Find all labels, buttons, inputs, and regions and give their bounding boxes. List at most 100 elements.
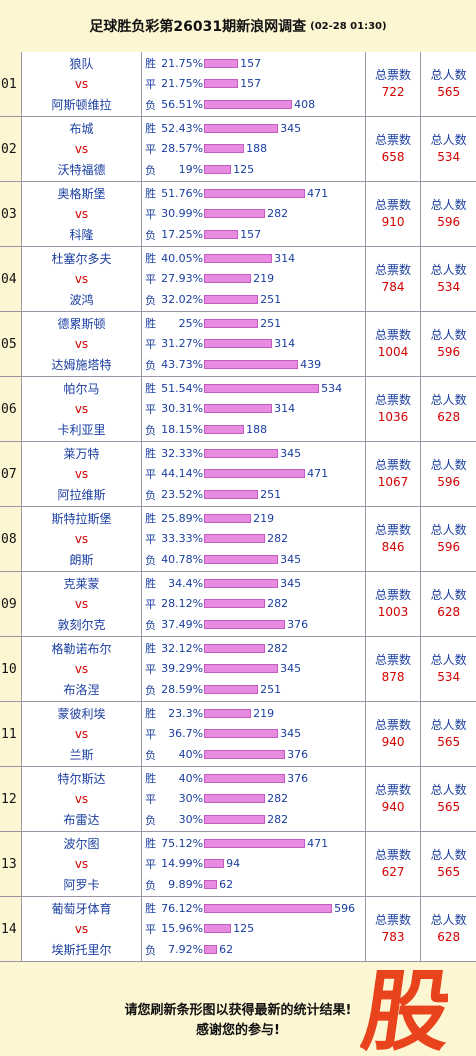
total-votes-value: 1004 [377,345,409,359]
outcome-percent: 23.3% [168,706,204,720]
total-people-value: 534 [437,150,461,164]
total-people-cell: 总人数 565 [421,52,476,116]
vote-count: 314 [274,337,296,351]
home-team[interactable]: 蒙彼利埃 [57,707,106,722]
total-votes-value: 783 [381,930,405,944]
away-team[interactable]: 埃斯托里尔 [51,942,112,957]
vote-bar [204,209,266,219]
page-header: 足球胜负彩第26031期新浪网调查 (02-28 01:30) [0,0,476,53]
outcome-percent: 7.92% [168,943,204,957]
away-team[interactable]: 阿斯顿维拉 [51,97,112,112]
total-people-value: 565 [437,800,461,814]
outcome-label: 胜 [145,902,157,916]
away-team[interactable]: 卡利亚里 [57,422,106,437]
home-team[interactable]: 杜塞尔多夫 [51,252,112,267]
home-team[interactable]: 奥格斯堡 [57,187,106,202]
vote-count: 219 [253,272,275,286]
away-team[interactable]: 阿罗卡 [63,877,100,892]
total-people-value: 596 [437,540,461,554]
outcome-line: 胜 51.76% 471 [145,184,365,202]
total-votes-cell: 总票数 1067 [366,442,422,506]
vote-bar [204,945,218,955]
total-people-cell: 总人数 534 [421,637,476,701]
total-people-value: 628 [437,410,461,424]
total-votes-label: 总票数 [375,523,412,537]
total-people-cell: 总人数 565 [421,767,476,831]
away-team[interactable]: 布雷达 [63,812,100,827]
away-team[interactable]: 达姆施塔特 [51,357,112,372]
outcome-line: 负 43.73% 439 [145,356,365,374]
match-row: 01 狼队 vs 阿斯顿维拉 胜 21.75% 157 平 21.75% 157 负 56.51% 40… [0,52,476,117]
outcome-label: 负 [145,228,157,242]
vote-bar [204,773,286,783]
vote-count: 345 [280,662,302,676]
total-people-cell: 总人数 596 [421,507,476,571]
away-team[interactable]: 布洛涅 [63,682,100,697]
vote-bar [204,578,279,588]
home-team[interactable]: 格勒诺布尔 [51,642,112,657]
total-votes-value: 940 [381,735,405,749]
home-team[interactable]: 帕尔马 [63,382,100,397]
outcome-label: 平 [145,597,157,611]
outcome-line: 胜 21.75% 157 [145,54,365,72]
thanks-note: 感谢您的参与! [196,1022,280,1038]
outcome-percent: 28.59% [161,683,204,697]
vote-count: 282 [267,792,289,806]
vote-count: 94 [226,857,241,871]
total-votes-cell: 总票数 878 [366,637,422,701]
away-team[interactable]: 敦刻尔克 [57,617,106,632]
away-team[interactable]: 沃特福德 [57,162,106,177]
home-team[interactable]: 波尔图 [63,837,100,852]
total-votes-label: 总票数 [375,588,412,602]
outcome-percent: 51.76% [161,186,204,200]
vote-bar [204,404,273,414]
total-votes-cell: 总票数 1036 [366,377,422,441]
outcome-percent: 32.12% [161,641,204,655]
outcome-percent: 44.14% [161,467,204,481]
vs-label: vs [74,76,89,91]
away-team[interactable]: 阿拉维斯 [57,487,106,502]
vote-bar [204,144,245,154]
match-number: 11 [0,702,22,766]
vs-label: vs [74,336,89,351]
away-team[interactable]: 科隆 [69,227,94,242]
vote-count: 345 [280,727,302,741]
home-team[interactable]: 狼队 [69,57,94,72]
home-team[interactable]: 德累斯顿 [57,317,106,332]
total-votes-label: 总票数 [375,458,412,472]
total-people-cell: 总人数 565 [421,832,476,896]
home-team[interactable]: 葡萄牙体育 [51,902,112,917]
vote-count: 219 [253,706,275,720]
outcome-line: 平 36.7% 345 [145,725,365,743]
away-team[interactable]: 波鸿 [69,292,94,307]
vote-count: 157 [240,56,262,70]
total-votes-cell: 总票数 722 [366,52,422,116]
total-votes-label: 总票数 [375,328,412,342]
refresh-note: 请您刷新条形图以获得最新的统计结果! [124,1002,352,1018]
vs-label: vs [74,141,89,156]
vote-bar [204,880,218,890]
total-votes-cell: 总票数 940 [366,767,422,831]
vote-count: 376 [287,771,309,785]
outcome-label: 平 [145,532,157,546]
away-team[interactable]: 朗斯 [69,552,94,567]
total-people-label: 总人数 [430,588,467,602]
match-number: 05 [0,312,22,376]
home-team[interactable]: 克莱蒙 [63,577,100,592]
outcome-percent: 17.25% [161,228,204,242]
vote-bar [204,123,279,133]
total-votes-value: 910 [381,215,405,229]
away-team[interactable]: 兰斯 [69,747,94,762]
total-people-value: 596 [437,215,461,229]
vote-count: 282 [267,641,289,655]
home-team[interactable]: 斯特拉斯堡 [51,512,112,527]
outcome-label: 负 [145,488,157,502]
home-team[interactable]: 特尔斯达 [57,772,106,787]
home-team[interactable]: 布城 [69,122,94,137]
timestamp: (02-28 01:30) [310,20,387,32]
vote-bar [204,448,279,458]
vote-count: 157 [240,77,262,91]
home-team[interactable]: 莱万特 [63,447,100,462]
vote-count: 282 [267,597,289,611]
vote-count: 219 [253,511,275,525]
